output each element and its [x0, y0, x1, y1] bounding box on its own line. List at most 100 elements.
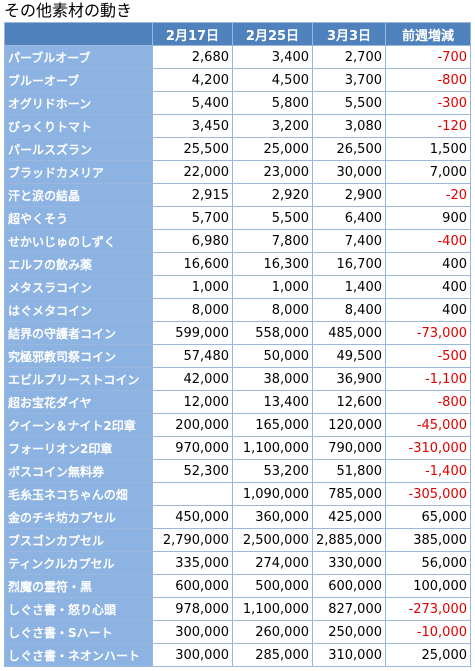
value-cell: 57,480: [152, 344, 233, 368]
value-cell: 3,700: [312, 68, 386, 92]
row: 超お宝花ダイヤ 12,000 13,400 12,600 -800: [4, 390, 471, 414]
value-cell: 310,000: [312, 643, 386, 667]
item-name: 汗と涙の結晶: [4, 183, 153, 207]
value-cell: 200,000: [152, 413, 233, 437]
item-name: しぐさ書・怒り心頭: [4, 597, 153, 621]
value-cell: -305,000: [385, 482, 471, 506]
item-name: 結界の守護者コイン: [4, 321, 153, 345]
value-cell: 165,000: [232, 413, 313, 437]
row: クイーン＆ナイト2印章 200,000 165,000 120,000 -45,000: [4, 413, 471, 437]
value-cell: 450,000: [152, 505, 233, 529]
value-cell: 25,000: [232, 137, 313, 161]
value-cell: -310,000: [385, 436, 471, 460]
value-cell: -1,100: [385, 367, 471, 391]
value-cell: 2,920: [232, 183, 313, 207]
value-cell: 360,000: [232, 505, 313, 529]
row: ティンクルカプセル 335,000 274,000 330,000 56,000: [4, 551, 471, 575]
row: ボスコイン無料券 52,300 53,200 51,800 -1,400: [4, 459, 471, 483]
value-cell: 5,500: [232, 206, 313, 230]
value-cell: -800: [385, 68, 471, 92]
value-cell: 2,900: [312, 183, 386, 207]
item-name: ボスコイン無料券: [4, 459, 153, 483]
value-cell: 274,000: [232, 551, 313, 575]
value-cell: 600,000: [152, 574, 233, 598]
item-name: パールスズラン: [4, 137, 153, 161]
value-cell: 22,000: [152, 160, 233, 184]
value-cell: -400: [385, 229, 471, 253]
row: エビルプリーストコイン 42,000 38,000 36,900 -1,100: [4, 367, 471, 391]
value-cell: 12,600: [312, 390, 386, 414]
item-name: パーブルオーブ: [4, 45, 153, 69]
row: 毛糸玉ネコちゃんの畑 1,090,000 785,000 -305,000: [4, 482, 471, 506]
value-cell: 827,000: [312, 597, 386, 621]
value-cell: 900: [385, 206, 471, 230]
row: メタスラコイン 1,000 1,000 1,400 400: [4, 275, 471, 299]
item-name: 超やくそう: [4, 206, 153, 230]
value-cell: 1,100,000: [232, 597, 313, 621]
row: エルフの飲み薬 16,600 16,300 16,700 400: [4, 252, 471, 276]
value-cell: 2,885,000: [312, 528, 386, 552]
value-cell: 250,000: [312, 620, 386, 644]
value-cell: 6,400: [312, 206, 386, 230]
value-cell: 790,000: [312, 436, 386, 460]
value-cell: 12,000: [152, 390, 233, 414]
value-cell: 16,600: [152, 252, 233, 276]
value-cell: 425,000: [312, 505, 386, 529]
value-cell: 25,000: [385, 643, 471, 667]
value-cell: -500: [385, 344, 471, 368]
value-cell: 16,300: [232, 252, 313, 276]
value-cell: -10,000: [385, 620, 471, 644]
value-cell: 6,980: [152, 229, 233, 253]
value-cell: 26,500: [312, 137, 386, 161]
column-header: 2月17日: [152, 22, 233, 46]
value-cell: 65,000: [385, 505, 471, 529]
row: 烈魔の霊符・黒 600,000 500,000 600,000 100,000: [4, 574, 471, 598]
value-cell: 8,400: [312, 298, 386, 322]
value-cell: 400: [385, 252, 471, 276]
item-name: はぐメタコイン: [4, 298, 153, 322]
value-cell: 4,200: [152, 68, 233, 92]
value-cell: 600,000: [312, 574, 386, 598]
row: しぐさ書・怒り心頭 978,000 1,100,000 827,000 -273,000: [4, 597, 471, 621]
value-cell: -20: [385, 183, 471, 207]
value-cell: 260,000: [232, 620, 313, 644]
item-name: エルフの飲み薬: [4, 252, 153, 276]
item-name: びっくりトマト: [4, 114, 153, 138]
row: 究極邪教司祭コイン 57,480 50,000 49,500 -500: [4, 344, 471, 368]
value-cell: 2,680: [152, 45, 233, 69]
column-header: 3月3日: [312, 22, 386, 46]
row: 超やくそう 5,700 5,500 6,400 900: [4, 206, 471, 230]
header-row: 2月17日 2月25日 3月3日 前週増減: [4, 22, 471, 46]
value-cell: 400: [385, 298, 471, 322]
row: フォーリオン2印章 970,000 1,100,000 790,000 -310,000: [4, 436, 471, 460]
value-cell: 500,000: [232, 574, 313, 598]
value-cell: 2,790,000: [152, 528, 233, 552]
item-name: しぐさ書・ネオンハート: [4, 643, 153, 667]
row: しぐさ書・ネオンハート 300,000 285,000 310,000 25,000: [4, 643, 471, 667]
value-cell: 50,000: [232, 344, 313, 368]
value-cell: 53,200: [232, 459, 313, 483]
value-cell: -700: [385, 45, 471, 69]
value-cell: 785,000: [312, 482, 386, 506]
value-cell: 120,000: [312, 413, 386, 437]
value-cell: 2,915: [152, 183, 233, 207]
value-cell: 978,000: [152, 597, 233, 621]
value-cell: 1,100,000: [232, 436, 313, 460]
value-cell: 5,800: [232, 91, 313, 115]
value-cell: -73,000: [385, 321, 471, 345]
item-name: ブスゴンカプセル: [4, 528, 153, 552]
row: 金のチキ坊カプセル 450,000 360,000 425,000 65,000: [4, 505, 471, 529]
row: ブルーオーブ 4,200 4,500 3,700 -800: [4, 68, 471, 92]
item-name: ブルーオーブ: [4, 68, 153, 92]
value-cell: 49,500: [312, 344, 386, 368]
row: しぐさ書・Sハート 300,000 260,000 250,000 -10,000: [4, 620, 471, 644]
row: 汗と涙の結晶 2,915 2,920 2,900 -20: [4, 183, 471, 207]
column-header: 前週増減: [385, 22, 471, 46]
value-cell: 30,000: [312, 160, 386, 184]
value-cell: -120: [385, 114, 471, 138]
row: せかいじゅのしずく 6,980 7,800 7,400 -400: [4, 229, 471, 253]
row: ブラッドカメリア 22,000 23,000 30,000 7,000: [4, 160, 471, 184]
value-cell: 7,000: [385, 160, 471, 184]
value-cell: 3,400: [232, 45, 313, 69]
value-cell: 5,700: [152, 206, 233, 230]
